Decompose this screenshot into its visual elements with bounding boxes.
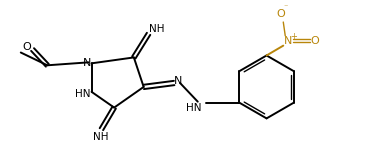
- Text: HN: HN: [75, 89, 90, 99]
- Text: N: N: [174, 76, 182, 86]
- Text: O: O: [276, 9, 285, 19]
- Text: O: O: [310, 36, 319, 46]
- Text: +: +: [290, 32, 296, 41]
- Text: O: O: [22, 42, 31, 52]
- Text: NH: NH: [149, 24, 164, 34]
- Text: ⁻: ⁻: [283, 3, 287, 12]
- Text: N: N: [82, 58, 91, 68]
- Text: NH: NH: [93, 132, 108, 142]
- Text: HN: HN: [186, 103, 202, 113]
- Text: N: N: [284, 36, 292, 46]
